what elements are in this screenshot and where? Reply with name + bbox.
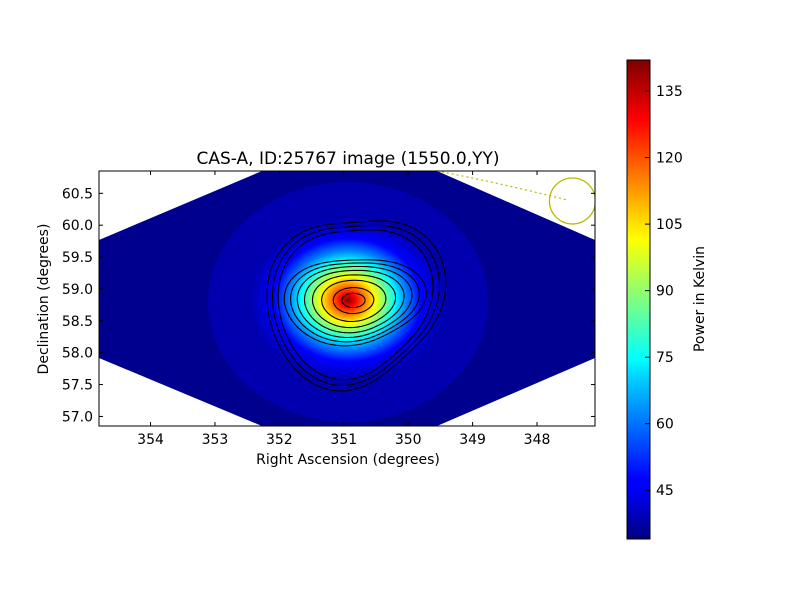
y-tick-label: 60.0 — [62, 218, 93, 234]
colorbar-tick-label: 105 — [656, 217, 683, 233]
colorbar-tick-label: 45 — [656, 483, 674, 499]
contour-line — [266, 220, 447, 392]
y-tick-label: 58.5 — [62, 314, 93, 330]
x-tick-label: 352 — [266, 432, 293, 448]
y-tick-label: 60.5 — [62, 186, 93, 202]
contour-line — [271, 224, 441, 387]
y-tick-label: 59.0 — [62, 282, 93, 298]
x-tick-label: 348 — [524, 432, 551, 448]
y-tick-label: 57.5 — [62, 378, 93, 394]
colorbar-frame — [626, 59, 651, 540]
y-tick-label: 59.5 — [62, 250, 93, 266]
x-axis-ticks: 354 353 352 351 350 349 348 — [137, 171, 550, 448]
y-axis-ticks: 57.0 57.5 58.0 58.5 59.0 59.5 60.0 60.5 — [62, 186, 595, 425]
x-tick-label: 350 — [395, 432, 422, 448]
contour-line — [321, 279, 387, 323]
image-layer — [99, 171, 595, 426]
contour-line — [303, 269, 405, 334]
x-tick-label: 353 — [202, 432, 229, 448]
colorbar-tick-label: 75 — [656, 350, 674, 366]
colorbar-tick-label: 90 — [656, 284, 674, 300]
y-tick-label: 58.0 — [62, 346, 93, 362]
x-axis-label: Right Ascension (degrees) — [256, 452, 440, 468]
beam-track — [436, 171, 568, 201]
colorbar-tick-label: 135 — [656, 84, 683, 100]
beam-marker — [548, 177, 595, 225]
colorbar-ticks: 45 60 75 90 105 120 135 — [645, 84, 683, 499]
chart-title: CAS-A, ID:25767 image (1550.0,YY) — [196, 149, 499, 169]
contour-line — [296, 265, 413, 339]
axes-frame — [98, 170, 596, 427]
contour-line — [277, 229, 434, 381]
contour-line — [332, 287, 375, 315]
colorbar-tick-label: 120 — [656, 151, 683, 167]
colorbar-label: Power in Kelvin — [692, 246, 708, 352]
contour-line — [290, 262, 420, 343]
contour-line — [311, 274, 397, 329]
x-tick-label: 351 — [330, 432, 357, 448]
contour-line — [341, 292, 366, 309]
y-tick-label: 57.0 — [62, 409, 93, 425]
colorbar — [627, 60, 650, 539]
contour-group — [266, 220, 447, 392]
source-emission — [250, 218, 446, 382]
contour-line — [283, 259, 427, 347]
colorbar-tick-label: 60 — [656, 417, 674, 433]
y-axis-label: Declination (degrees) — [36, 224, 52, 375]
x-tick-label: 354 — [137, 432, 164, 448]
x-tick-label: 349 — [459, 432, 486, 448]
